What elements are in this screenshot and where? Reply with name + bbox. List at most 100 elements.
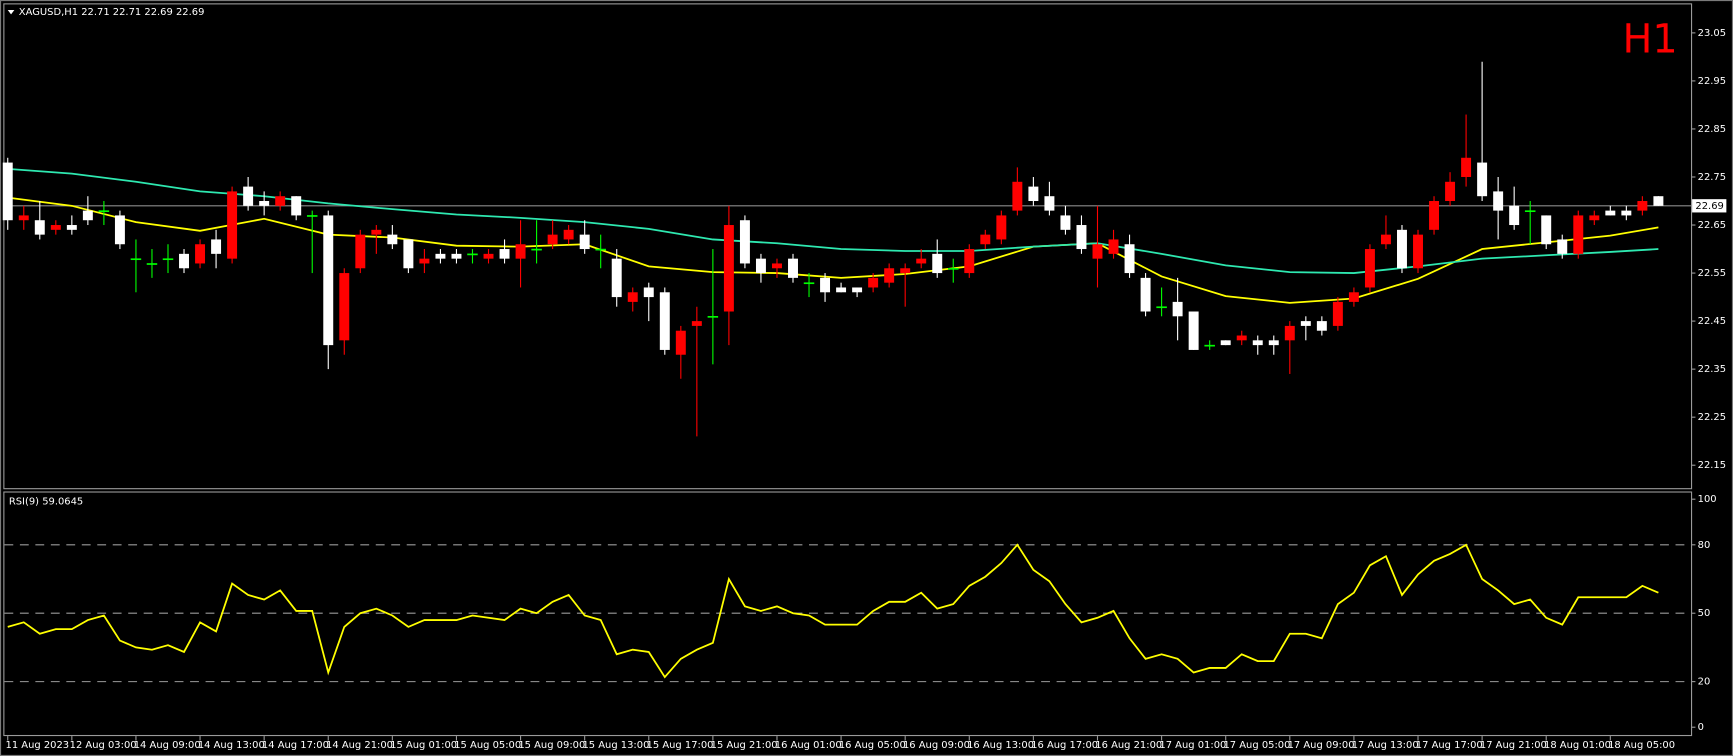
x-tick-label: 14 Aug 13:00 <box>198 740 265 751</box>
candle-body <box>499 249 510 259</box>
candle-body <box>723 225 734 312</box>
candle-body <box>1188 311 1199 350</box>
candle-body <box>1477 162 1488 197</box>
candle-body <box>788 258 798 278</box>
moving-average-line <box>7 167 1659 274</box>
x-tick-label: 14 Aug 09:00 <box>134 740 201 751</box>
candle-body <box>1092 244 1103 259</box>
candle-body <box>82 210 93 221</box>
x-tick-label: 18 Aug 01:00 <box>1544 740 1611 751</box>
x-tick-label: 15 Aug 01:00 <box>390 740 457 751</box>
candle-body <box>275 196 286 206</box>
candle-body <box>2 162 13 221</box>
candle-body <box>852 287 863 293</box>
x-tick-label: 15 Aug 05:00 <box>454 740 521 751</box>
candle-body <box>1060 215 1071 230</box>
candle-body <box>980 234 991 245</box>
candle-body <box>1316 321 1327 331</box>
x-tick-label: 16 Aug 13:00 <box>967 740 1034 751</box>
candle-body <box>179 253 189 269</box>
candle-body <box>435 253 446 259</box>
candle-body <box>836 287 847 293</box>
candle-body <box>1140 277 1151 312</box>
y-tick-label: 22.75 <box>1698 172 1726 183</box>
candle-body <box>707 316 719 318</box>
candle-body <box>547 234 558 245</box>
x-tick-label: 16 Aug 09:00 <box>903 740 970 751</box>
symbol-header: XAGUSD,H1 22.71 22.71 22.69 22.69 <box>19 7 205 18</box>
candle-body <box>467 253 478 256</box>
candle-body <box>1509 205 1520 226</box>
x-tick-label: 18 Aug 05:00 <box>1608 740 1675 751</box>
candle-body <box>355 234 366 269</box>
candle-body <box>659 292 670 350</box>
last-price-box <box>1692 199 1727 213</box>
x-tick-label: 14 Aug 21:00 <box>326 740 393 751</box>
candle-body <box>1429 201 1440 230</box>
candle-body <box>1493 191 1504 211</box>
candle-body <box>1252 340 1263 346</box>
candle-body <box>227 191 238 259</box>
candle-body <box>1236 335 1247 341</box>
candle-body <box>1605 210 1616 216</box>
candle-body <box>916 258 927 264</box>
candle-body <box>1573 215 1584 254</box>
candle-body <box>243 186 254 206</box>
x-tick-label: 15 Aug 17:00 <box>647 740 714 751</box>
candle-body <box>1541 215 1552 245</box>
y-tick-label: 22.85 <box>1698 124 1726 135</box>
x-tick-label: 15 Aug 09:00 <box>518 740 585 751</box>
candle-body <box>323 215 334 346</box>
candle-body <box>675 330 686 355</box>
candle-body <box>611 258 622 298</box>
candle-body <box>1156 306 1167 309</box>
y-tick-label: 22.65 <box>1698 220 1726 231</box>
price-panel-frame <box>3 3 1693 490</box>
candle-body <box>1268 340 1279 346</box>
candle-body <box>162 258 174 261</box>
candle-body <box>1589 215 1600 221</box>
rsi-line <box>7 543 1659 679</box>
candle-body <box>1044 196 1055 211</box>
candle-body <box>932 253 943 274</box>
y-tick-label: 0 <box>1698 722 1704 733</box>
candle-body <box>739 220 750 264</box>
candle-body <box>1637 201 1648 211</box>
candle-body <box>1364 249 1375 288</box>
candle-body <box>627 292 638 302</box>
candle-body <box>1300 321 1311 326</box>
x-tick-label: 11 Aug 2023 <box>6 740 70 751</box>
y-tick-label: 100 <box>1698 494 1717 505</box>
candle-body <box>1028 186 1039 202</box>
candle-body <box>868 277 879 288</box>
candle-body <box>1348 292 1359 302</box>
last-price-label: 22.69 <box>1695 201 1723 212</box>
candle-body <box>820 277 831 293</box>
candle-body <box>1653 196 1664 206</box>
candle-body <box>1332 301 1343 326</box>
candle-body <box>259 201 270 206</box>
x-tick-label: 17 Aug 05:00 <box>1223 740 1290 751</box>
candle-body <box>1284 325 1295 341</box>
x-tick-label: 12 Aug 03:00 <box>70 740 137 751</box>
timeframe-annotation: H1 <box>1623 17 1678 63</box>
x-tick-label: 14 Aug 17:00 <box>262 740 329 751</box>
candle-body <box>1461 157 1472 177</box>
candle-body <box>1445 181 1456 202</box>
candle-body <box>803 282 815 285</box>
candle-body <box>755 258 766 274</box>
candle-body <box>66 225 77 230</box>
x-tick-label: 17 Aug 13:00 <box>1352 740 1419 751</box>
y-tick-label: 22.25 <box>1698 412 1726 423</box>
y-tick-label: 22.45 <box>1698 316 1726 327</box>
candle-body <box>900 268 911 274</box>
candle-body <box>50 225 61 230</box>
candle-body <box>1524 210 1536 213</box>
candle-body <box>1108 239 1119 254</box>
candle-body <box>1380 234 1391 245</box>
candle-body <box>772 263 782 269</box>
candle-body <box>964 249 975 274</box>
